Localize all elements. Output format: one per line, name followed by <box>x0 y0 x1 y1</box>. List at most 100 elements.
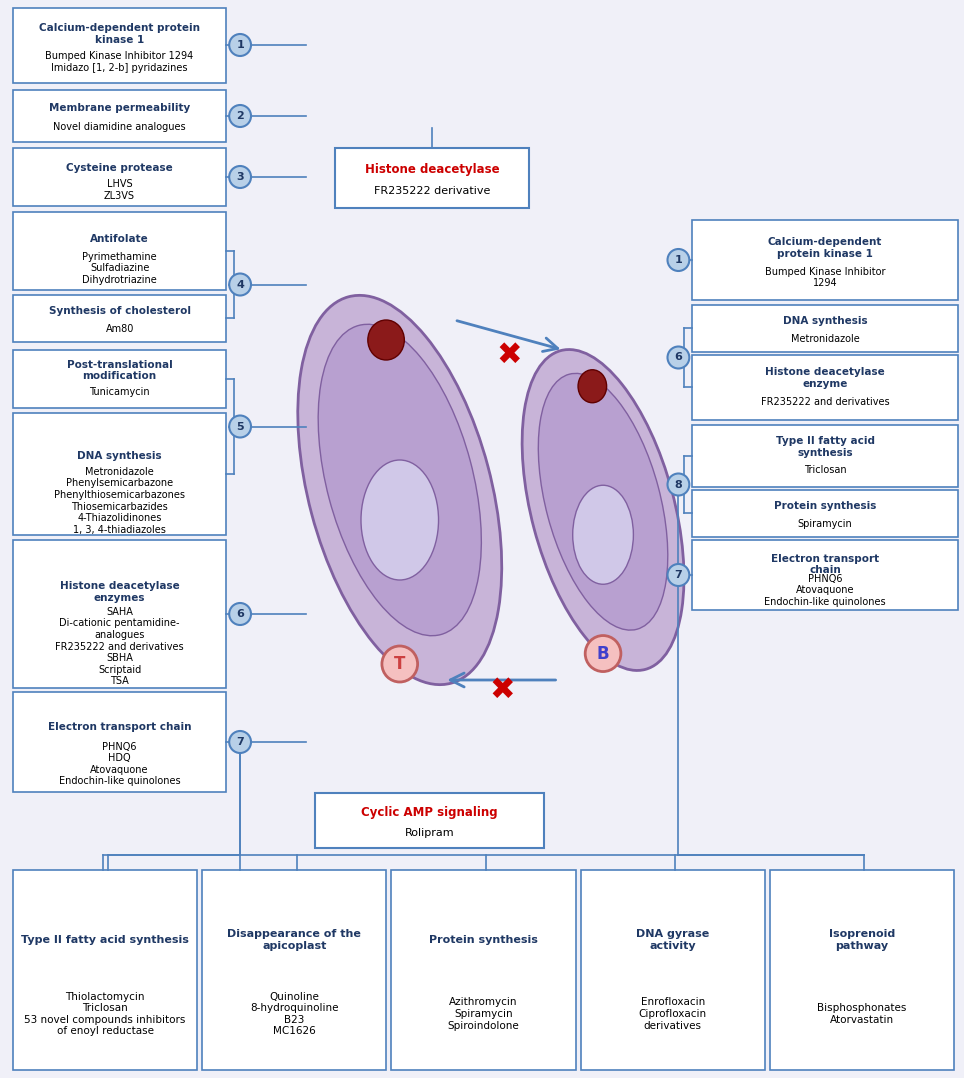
Text: 8: 8 <box>675 480 683 489</box>
Text: Calcium-dependent
protein kinase 1: Calcium-dependent protein kinase 1 <box>768 237 882 259</box>
Text: DNA synthesis: DNA synthesis <box>783 317 868 327</box>
FancyBboxPatch shape <box>335 148 528 208</box>
FancyBboxPatch shape <box>13 295 227 342</box>
FancyBboxPatch shape <box>13 692 227 792</box>
FancyBboxPatch shape <box>13 870 198 1070</box>
Text: Metronidazole: Metronidazole <box>790 334 860 344</box>
Text: SAHA
Di-cationic pentamidine-
analogues
FR235222 and derivatives
SBHA
Scriptaid
: SAHA Di-cationic pentamidine- analogues … <box>55 607 184 687</box>
Text: Histone deacetylase: Histone deacetylase <box>364 163 499 176</box>
Circle shape <box>229 166 251 188</box>
Text: 4: 4 <box>236 279 244 290</box>
Text: 3: 3 <box>236 172 244 182</box>
FancyBboxPatch shape <box>692 355 958 420</box>
Text: FR235222 and derivatives: FR235222 and derivatives <box>761 397 890 406</box>
Text: Type II fatty acid
synthesis: Type II fatty acid synthesis <box>776 436 874 457</box>
Text: Novel diamidine analogues: Novel diamidine analogues <box>53 123 186 133</box>
Text: 2: 2 <box>236 111 244 121</box>
FancyBboxPatch shape <box>391 870 576 1070</box>
Circle shape <box>229 274 251 295</box>
Text: FR235222 derivative: FR235222 derivative <box>374 186 490 196</box>
Ellipse shape <box>318 324 481 636</box>
Text: Metronidazole
Phenylsemicarbazone
Phenylthiosemicarbazones
Thiosemicarbazides
4-: Metronidazole Phenylsemicarbazone Phenyl… <box>54 467 185 535</box>
FancyBboxPatch shape <box>13 540 227 688</box>
Text: T: T <box>394 655 406 673</box>
Text: Bumped Kinase Inhibitor
1294: Bumped Kinase Inhibitor 1294 <box>764 266 885 289</box>
Text: 7: 7 <box>675 570 683 580</box>
FancyBboxPatch shape <box>13 148 227 206</box>
Text: Electron transport
chain: Electron transport chain <box>771 554 879 576</box>
FancyBboxPatch shape <box>13 350 227 407</box>
Text: PHNQ6
HDQ
Atovaquone
Endochin-like quinolones: PHNQ6 HDQ Atovaquone Endochin-like quino… <box>59 742 180 786</box>
Text: 6: 6 <box>236 609 244 619</box>
Text: ✖: ✖ <box>489 676 515 705</box>
Circle shape <box>382 646 417 682</box>
Text: Histone deacetylase
enzyme: Histone deacetylase enzyme <box>765 367 885 388</box>
FancyBboxPatch shape <box>692 220 958 300</box>
Text: Bumped Kinase Inhibitor 1294
Imidazo [1, 2-b] pyridazines: Bumped Kinase Inhibitor 1294 Imidazo [1,… <box>45 51 194 73</box>
Text: Am80: Am80 <box>105 323 134 334</box>
Ellipse shape <box>298 295 501 685</box>
Circle shape <box>667 473 689 496</box>
Text: Bisphosphonates
Atorvastatin: Bisphosphonates Atorvastatin <box>817 1004 907 1025</box>
Text: Cyclic AMP signaling: Cyclic AMP signaling <box>362 805 497 819</box>
FancyBboxPatch shape <box>13 89 227 142</box>
Text: ✖: ✖ <box>496 341 522 370</box>
Ellipse shape <box>573 485 633 584</box>
Text: Histone deacetylase
enzymes: Histone deacetylase enzymes <box>60 581 179 603</box>
Ellipse shape <box>361 460 439 580</box>
FancyBboxPatch shape <box>692 490 958 537</box>
Text: Calcium-dependent protein
kinase 1: Calcium-dependent protein kinase 1 <box>40 24 201 45</box>
Text: LHVS
ZL3VS: LHVS ZL3VS <box>104 179 135 201</box>
Text: Tunicamycin: Tunicamycin <box>90 387 150 397</box>
FancyBboxPatch shape <box>580 870 764 1070</box>
FancyBboxPatch shape <box>692 540 958 610</box>
Circle shape <box>229 603 251 625</box>
Text: Antifolate: Antifolate <box>91 234 149 245</box>
Ellipse shape <box>538 373 668 631</box>
Circle shape <box>667 346 689 369</box>
Circle shape <box>229 105 251 127</box>
Text: Spiramycin: Spiramycin <box>798 519 852 529</box>
Text: Type II fatty acid synthesis: Type II fatty acid synthesis <box>21 935 189 945</box>
Text: Azithromycin
Spiramycin
Spiroindolone: Azithromycin Spiramycin Spiroindolone <box>447 997 520 1031</box>
Circle shape <box>667 249 689 271</box>
Text: 1: 1 <box>675 255 683 265</box>
FancyBboxPatch shape <box>13 413 227 535</box>
Text: DNA synthesis: DNA synthesis <box>77 451 162 460</box>
Circle shape <box>229 415 251 438</box>
FancyBboxPatch shape <box>202 870 387 1070</box>
Text: Protein synthesis: Protein synthesis <box>429 935 538 945</box>
Text: 1: 1 <box>236 40 244 50</box>
Text: 7: 7 <box>236 737 244 747</box>
Text: Pyrimethamine
Sulfadiazine
Dihydrotriazine: Pyrimethamine Sulfadiazine Dihydrotriazi… <box>82 251 157 285</box>
Text: Protein synthesis: Protein synthesis <box>774 501 876 511</box>
Ellipse shape <box>368 320 404 360</box>
Text: 5: 5 <box>236 421 244 431</box>
Text: B: B <box>597 645 609 663</box>
Text: Isoprenoid
pathway: Isoprenoid pathway <box>829 929 896 951</box>
Text: 6: 6 <box>675 353 683 362</box>
FancyBboxPatch shape <box>315 793 544 848</box>
Text: Electron transport chain: Electron transport chain <box>48 722 192 732</box>
Text: Rolipram: Rolipram <box>405 828 454 838</box>
Text: Quinoline
8-hydroquinoline
B23
MC1626: Quinoline 8-hydroquinoline B23 MC1626 <box>250 992 338 1036</box>
Ellipse shape <box>578 370 606 403</box>
Text: Triclosan: Triclosan <box>804 465 846 474</box>
Text: Thiolactomycin
Triclosan
53 novel compounds inhibitors
of enoyl reductase: Thiolactomycin Triclosan 53 novel compou… <box>24 992 186 1036</box>
Circle shape <box>585 636 621 672</box>
Text: PHNQ6
Atovaquone
Endochin-like quinolones: PHNQ6 Atovaquone Endochin-like quinolone… <box>764 573 886 607</box>
Text: Post-translational
modification: Post-translational modification <box>67 359 173 382</box>
FancyBboxPatch shape <box>692 305 958 353</box>
FancyBboxPatch shape <box>692 425 958 487</box>
Circle shape <box>229 34 251 56</box>
Circle shape <box>667 564 689 586</box>
FancyBboxPatch shape <box>770 870 954 1070</box>
FancyBboxPatch shape <box>13 212 227 290</box>
Text: Cysteine protease: Cysteine protease <box>67 163 173 174</box>
Text: Disappearance of the
apicoplast: Disappearance of the apicoplast <box>228 929 362 951</box>
Circle shape <box>229 731 251 754</box>
Ellipse shape <box>522 349 684 671</box>
Text: Synthesis of cholesterol: Synthesis of cholesterol <box>48 306 191 317</box>
FancyBboxPatch shape <box>13 8 227 83</box>
Text: Enrofloxacin
Ciprofloxacin
derivatives: Enrofloxacin Ciprofloxacin derivatives <box>639 997 707 1031</box>
